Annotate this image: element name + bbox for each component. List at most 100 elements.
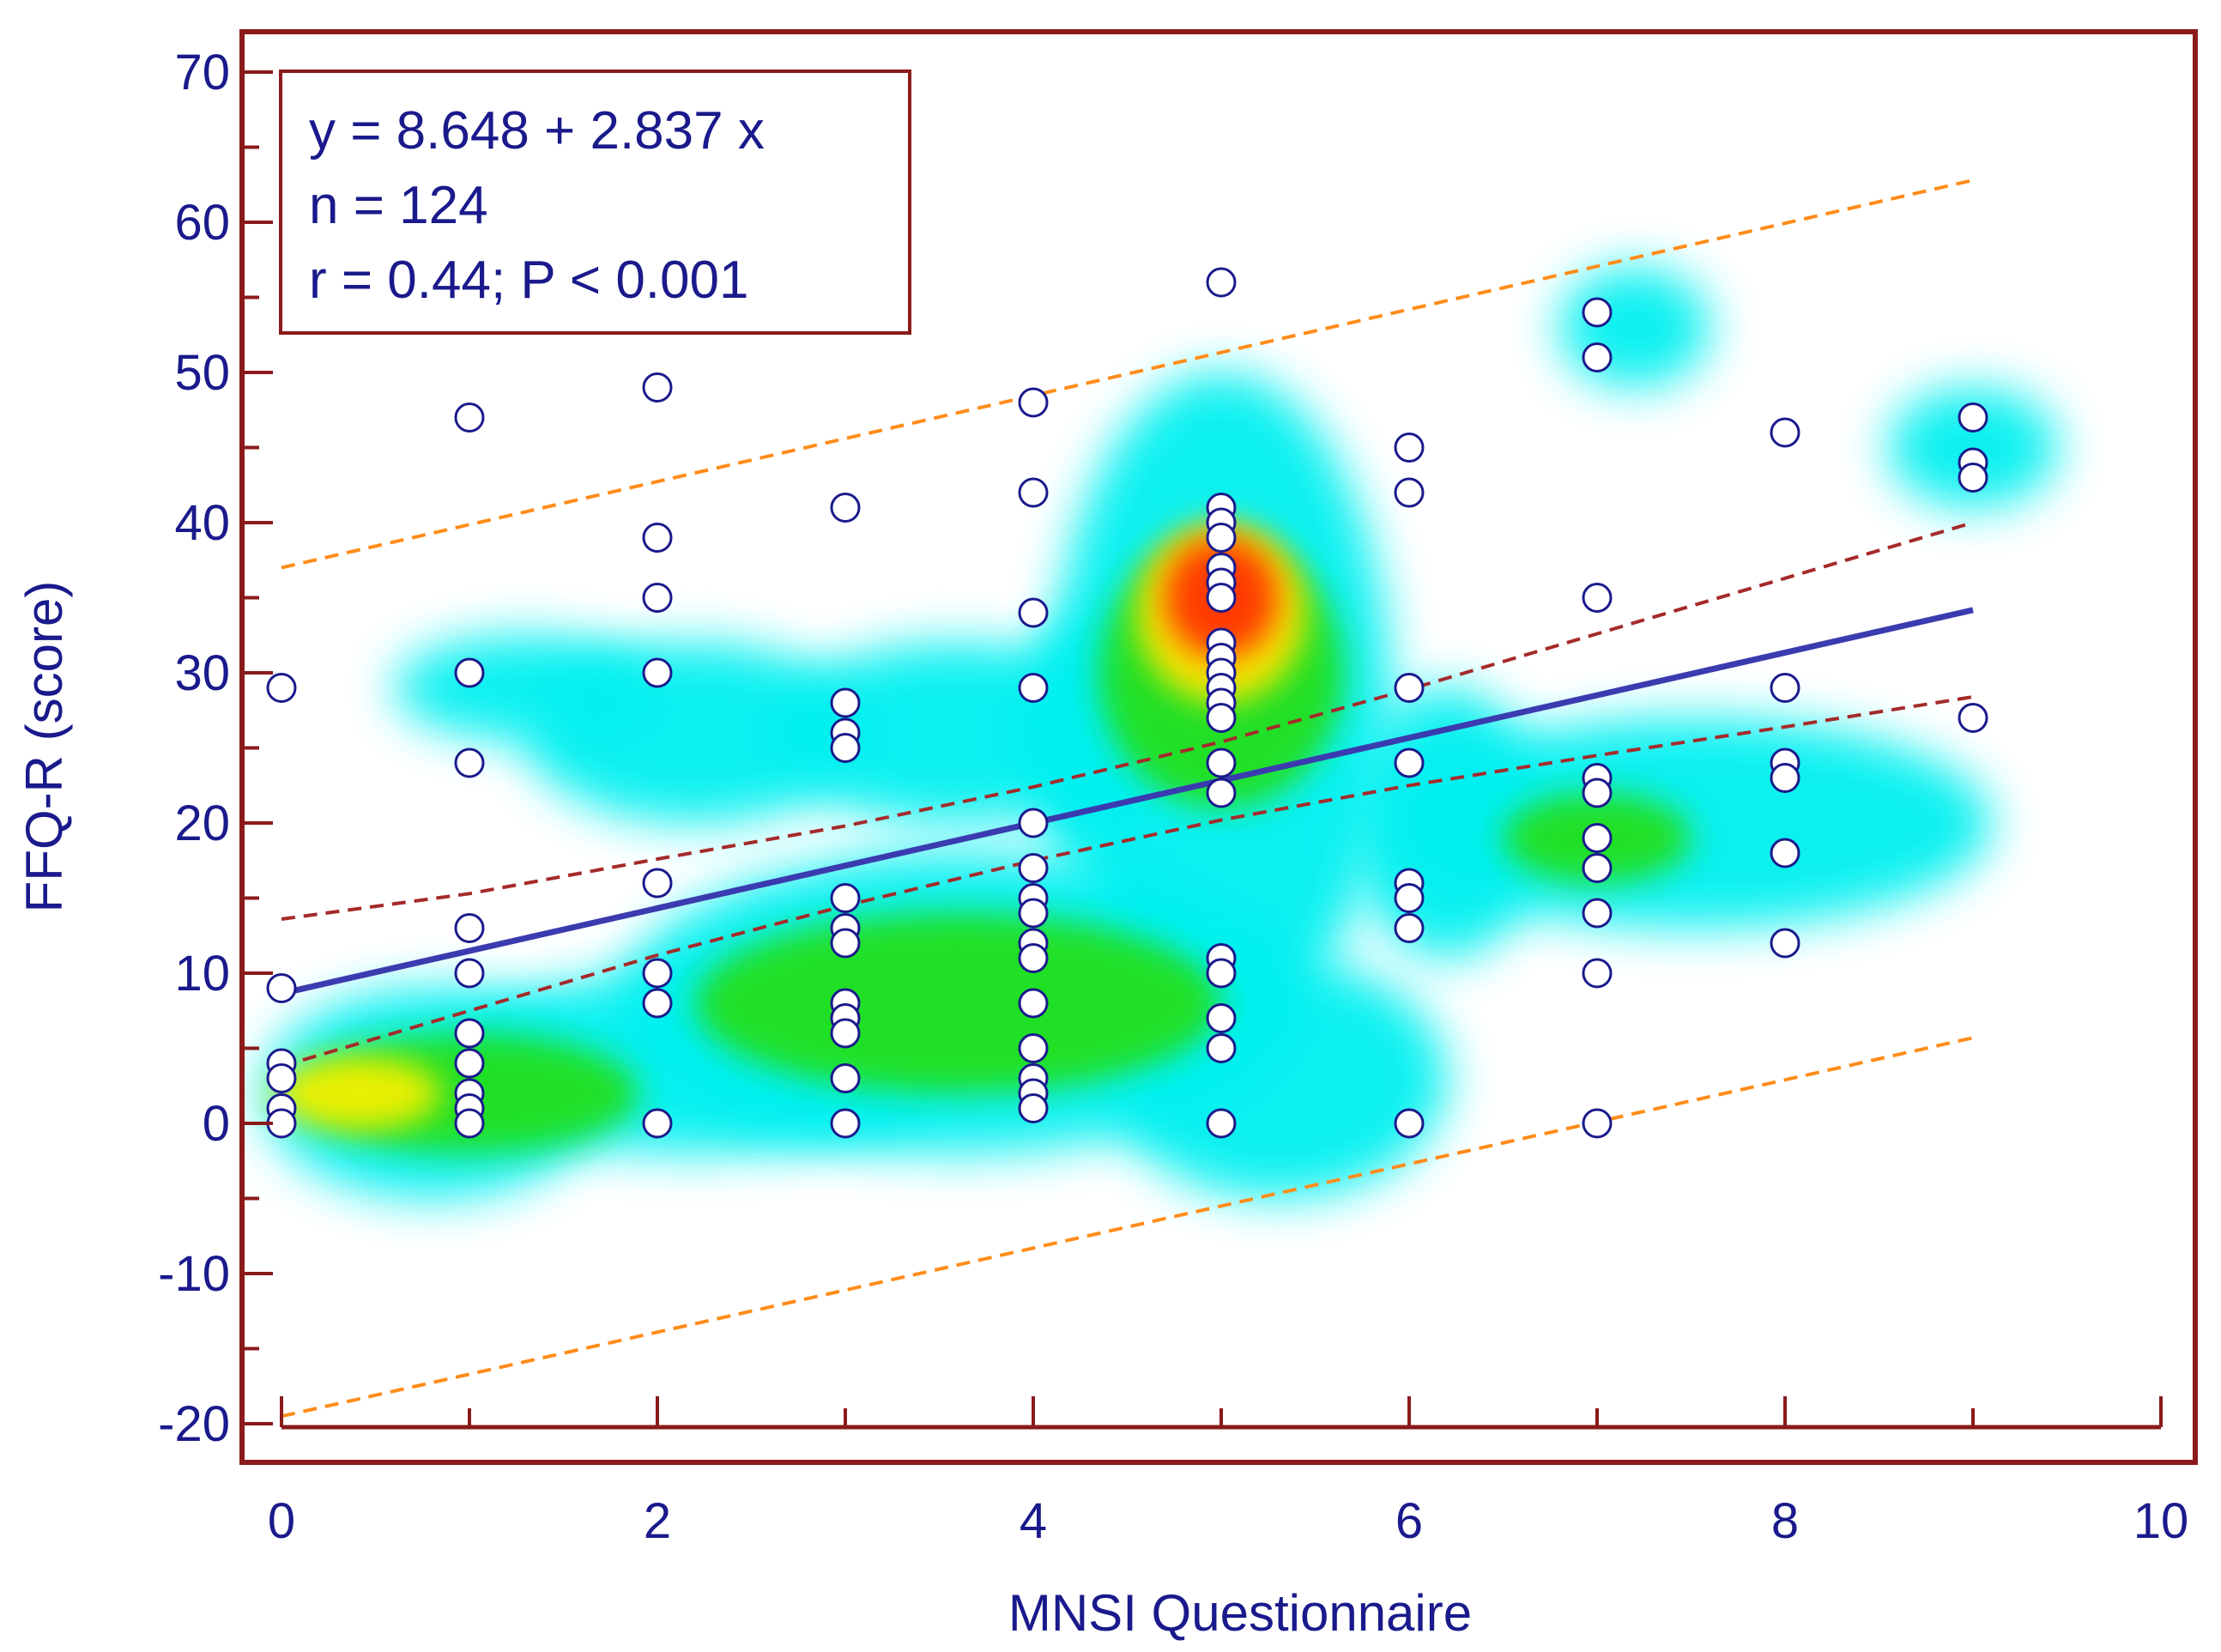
- data-point: [1018, 1033, 1049, 1063]
- data-point: [1582, 342, 1613, 372]
- density-cyan: [525, 643, 864, 823]
- data-point: [1582, 898, 1613, 929]
- data-point: [830, 1018, 861, 1049]
- data-point: [1206, 778, 1237, 808]
- data-point: [830, 883, 861, 913]
- x-tick-label: 4: [1020, 1493, 1047, 1549]
- density-yellow: [272, 1056, 442, 1131]
- y-tick-label: 40: [174, 495, 230, 551]
- data-point: [1394, 883, 1425, 913]
- data-point: [1018, 387, 1049, 418]
- y-tick-label: 60: [174, 195, 230, 251]
- y-tick-label: -20: [158, 1396, 230, 1452]
- data-point: [266, 1063, 297, 1093]
- y-tick-label: 70: [174, 45, 230, 100]
- data-points: [266, 267, 1988, 1139]
- data-point: [642, 958, 673, 989]
- data-point: [454, 747, 485, 778]
- x-tick-label: 8: [1771, 1493, 1799, 1549]
- data-point: [1206, 267, 1237, 298]
- data-point: [1018, 673, 1049, 703]
- data-point: [1206, 583, 1237, 613]
- data-point: [454, 402, 485, 433]
- data-point: [1018, 477, 1049, 508]
- data-point: [1018, 988, 1049, 1019]
- data-point: [1582, 1108, 1613, 1139]
- data-point: [1394, 673, 1425, 703]
- confidence-band-lower: [281, 695, 1974, 1068]
- x-tick-label: 10: [2133, 1493, 2189, 1549]
- data-point: [266, 673, 297, 703]
- data-point: [454, 958, 485, 989]
- data-point: [1018, 808, 1049, 838]
- n-label: n = 124: [309, 176, 488, 235]
- data-point: [1206, 747, 1237, 778]
- data-point: [454, 1048, 485, 1079]
- data-point: [1770, 928, 1800, 959]
- data-point: [1206, 703, 1237, 733]
- data-point: [1958, 703, 1988, 733]
- data-point: [642, 988, 673, 1019]
- data-point: [1018, 898, 1049, 929]
- equation-label: y = 8.648 + 2.837 x: [309, 101, 765, 160]
- data-point: [1206, 523, 1237, 553]
- data-point: [1582, 297, 1613, 328]
- data-point: [642, 372, 673, 402]
- x-tick-label: 0: [268, 1493, 295, 1549]
- data-point: [1206, 958, 1237, 989]
- data-point: [1394, 433, 1425, 463]
- data-point: [1018, 597, 1049, 628]
- data-point: [1206, 1003, 1237, 1033]
- data-point: [830, 687, 861, 718]
- annotation-box: y = 8.648 + 2.837 x n = 124 r = 0.44; P …: [279, 70, 911, 335]
- data-point: [1206, 1033, 1237, 1063]
- data-point: [830, 733, 861, 763]
- y-tick-label: -10: [158, 1246, 230, 1302]
- data-point: [1958, 463, 1988, 493]
- y-tick-label: 20: [174, 796, 230, 851]
- data-point: [1770, 763, 1800, 793]
- data-point: [1770, 838, 1800, 868]
- data-point: [266, 973, 297, 1003]
- data-point: [1770, 417, 1800, 448]
- axes: 0 2 4 6 8 10 -20 -10 0 10 20 30 40 50 60 70: [158, 45, 2188, 1549]
- r-p-label: r = 0.44; P < 0.001: [309, 251, 748, 310]
- data-point: [1582, 853, 1613, 883]
- y-tick-label: 50: [174, 345, 230, 401]
- density-cyan: [1390, 717, 1992, 929]
- data-point: [454, 913, 485, 943]
- y-tick-label: 0: [203, 1096, 230, 1152]
- density-cyan: [1559, 267, 1710, 388]
- y-tick-label: 30: [174, 645, 230, 701]
- data-point: [1958, 402, 1988, 433]
- data-point: [454, 1108, 485, 1139]
- data-point: [1582, 958, 1613, 989]
- data-point: [642, 583, 673, 613]
- data-point: [1018, 1093, 1049, 1123]
- density-green: [694, 913, 1221, 1093]
- data-point: [454, 657, 485, 688]
- confidence-band-upper: [281, 521, 1974, 921]
- data-point: [1582, 823, 1613, 853]
- data-point: [1770, 673, 1800, 703]
- data-point: [1394, 1108, 1425, 1139]
- data-point: [1018, 943, 1049, 973]
- data-point: [642, 868, 673, 899]
- data-point: [830, 493, 861, 523]
- x-tick-label: 6: [1395, 1493, 1423, 1549]
- annotation-frame: [279, 70, 911, 335]
- x-tick-label: 2: [644, 1493, 671, 1549]
- data-point: [830, 1108, 861, 1139]
- regression-line: [281, 607, 1974, 997]
- data-point: [642, 523, 673, 553]
- data-point: [1582, 583, 1613, 613]
- data-point: [1206, 1108, 1237, 1139]
- data-point: [1394, 913, 1425, 943]
- data-point: [454, 1018, 485, 1049]
- data-point: [1394, 747, 1425, 778]
- data-point: [830, 1063, 861, 1093]
- data-point: [1582, 778, 1613, 808]
- data-point: [1394, 477, 1425, 508]
- data-point: [1018, 853, 1049, 883]
